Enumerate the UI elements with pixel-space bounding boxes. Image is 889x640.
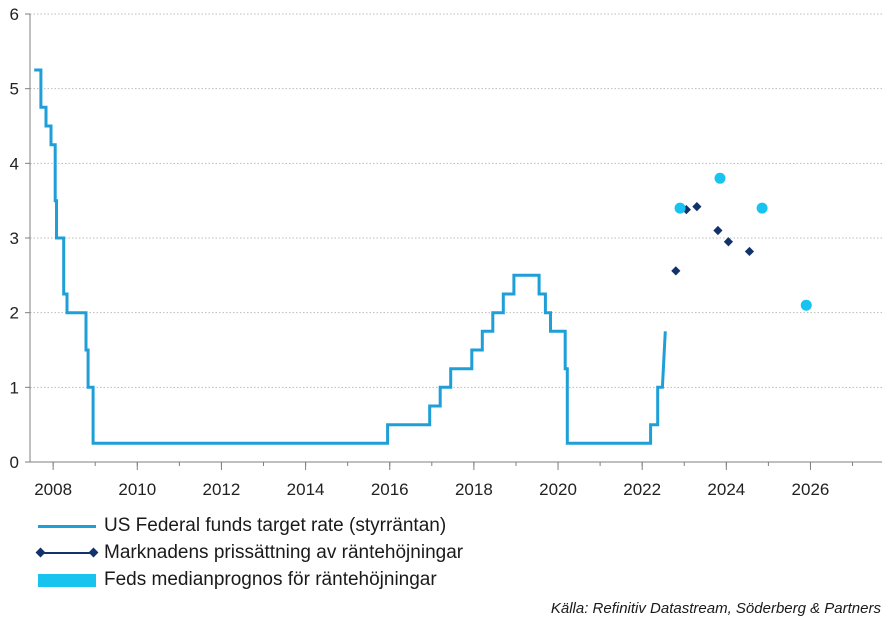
legend-swatch-diamond-line: [35, 546, 99, 560]
grid-lines: [30, 13, 882, 388]
fed-median-point: [756, 202, 768, 214]
x-tick-label: 2012: [203, 480, 241, 499]
legend-item-fed-median: Feds medianprognos för räntehöjningar: [38, 566, 463, 593]
market-pricing-point: [744, 246, 755, 257]
y-axis: 0 1 2 3 4 5 6: [10, 5, 31, 472]
y-tick-label: 1: [10, 378, 19, 397]
legend-item-fed-rate: US Federal funds target rate (styrräntan…: [38, 512, 463, 539]
x-tick-label: 2008: [34, 480, 72, 499]
x-tick-label: 2026: [792, 480, 830, 499]
x-tick-label: 2020: [539, 480, 577, 499]
y-tick-label: 3: [10, 229, 19, 248]
legend-swatch-line: [38, 519, 96, 533]
legend-item-market-pricing: Marknadens prissättning av räntehöjninga…: [35, 539, 464, 566]
market-pricing-point: [723, 237, 734, 247]
plot-area: [34, 68, 812, 445]
source-note: Källa: Refinitiv Datastream, Söderberg &…: [550, 600, 881, 617]
y-tick-label: 6: [10, 5, 19, 24]
market-pricing-point: [713, 225, 723, 236]
legend-label: Marknadens prissättning av räntehöjninga…: [104, 541, 464, 563]
legend-swatch-box: [38, 573, 96, 587]
fed-rate-line: [34, 68, 667, 445]
market-pricing-point: [692, 202, 702, 212]
y-tick-label: 5: [10, 80, 19, 99]
legend-label: Feds medianprognos för räntehöjningar: [104, 568, 437, 590]
y-tick-label: 2: [10, 304, 19, 323]
fed-median-point: [714, 172, 726, 184]
y-tick-label: 4: [10, 154, 19, 173]
x-tick-label: 2016: [371, 480, 409, 499]
x-tick-label: 2014: [287, 480, 325, 499]
x-axis: 2008 2010 2012 2014 2016 2018 2020 2022 2024 2026: [30, 461, 882, 499]
x-tick-label: 2022: [623, 480, 661, 499]
fed-median-point: [674, 202, 686, 214]
x-tick-label: 2024: [707, 480, 745, 499]
market-pricing-point: [671, 266, 681, 276]
fed-median-point: [800, 299, 812, 311]
legend: US Federal funds target rate (styrräntan…: [35, 512, 464, 593]
y-tick-label: 0: [10, 453, 19, 472]
x-tick-label: 2018: [455, 480, 493, 499]
legend-label: US Federal funds target rate (styrräntan…: [104, 514, 447, 536]
rate-chart: 0 1 2 3 4 5 6 2008 2010 2012 2014 2016 2018 2020 2022…: [10, 5, 882, 499]
x-tick-label: 2010: [118, 480, 156, 499]
